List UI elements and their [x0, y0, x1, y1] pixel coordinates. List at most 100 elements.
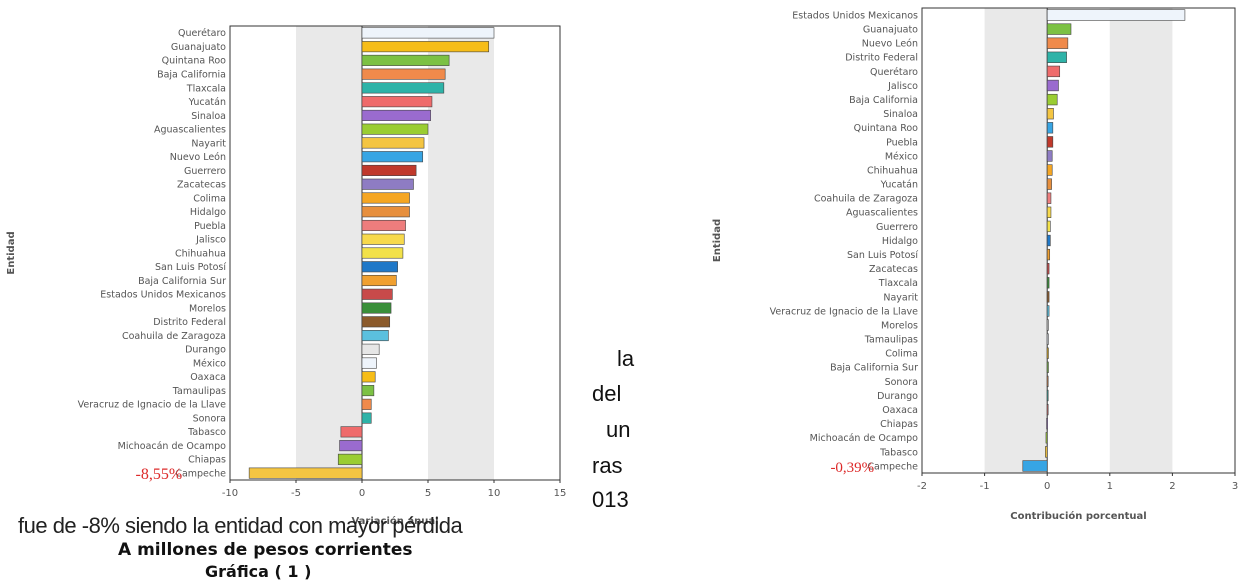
- bar: [1046, 220, 1051, 233]
- bar: [1046, 79, 1059, 92]
- overlay-text-line: del: [592, 381, 622, 406]
- category-label: Campeche: [867, 461, 918, 472]
- bar: [361, 247, 404, 259]
- category-label: México: [885, 151, 918, 162]
- x-axis-title: Contribución porcentual: [1010, 510, 1146, 522]
- bar: [1046, 403, 1049, 416]
- category-label: Estados Unidos Mexicanos: [100, 290, 226, 301]
- x-tick-label: 0: [1044, 481, 1050, 492]
- category-label: Chiapas: [880, 419, 918, 430]
- bar: [361, 206, 410, 218]
- x-tick-label: 1: [1107, 481, 1113, 492]
- category-label: Guanajuato: [863, 25, 918, 36]
- category-label: Baja California: [849, 95, 918, 106]
- left-chart: Querétaro Guanajuato Quintana Roo Baja Cali…: [6, 25, 566, 527]
- bar: [361, 109, 431, 121]
- category-label: Sinaloa: [883, 109, 918, 120]
- chart-units-note: A millones de pesos corrientes: [118, 540, 413, 560]
- x-tick-label: 10: [488, 488, 501, 499]
- category-label: Coahuila de Zaragoza: [122, 331, 226, 342]
- category-label: Jalisco: [195, 235, 226, 246]
- category-label: Zacatecas: [869, 264, 918, 275]
- bar: [1045, 446, 1048, 458]
- bar: [361, 41, 490, 53]
- category-label: Tamaulipas: [172, 386, 226, 397]
- category-label: Baja California Sur: [830, 363, 918, 374]
- category-label: Querétaro: [178, 28, 226, 39]
- category-label: Distrito Federal: [845, 53, 918, 64]
- category-label: Distrito Federal: [153, 317, 226, 328]
- bar: [361, 274, 397, 287]
- bar: [361, 371, 376, 383]
- category-label: Guerrero: [184, 166, 226, 177]
- x-tick-label: 2: [1169, 481, 1175, 492]
- plot-frame: [229, 25, 561, 481]
- bar: [1046, 347, 1049, 359]
- bar: [340, 426, 363, 438]
- bar: [361, 412, 372, 424]
- category-label: Quintana Roo: [854, 123, 919, 134]
- category-label: Tamaulipas: [864, 335, 918, 346]
- x-tick-label: -5: [291, 488, 301, 499]
- bar: [1046, 9, 1186, 21]
- bar: [361, 261, 398, 273]
- bar: [1046, 65, 1061, 78]
- category-label: San Luis Potosí: [847, 250, 918, 261]
- category-label: Durango: [185, 345, 226, 356]
- category-label: Puebla: [194, 221, 226, 232]
- bar: [1046, 122, 1054, 134]
- overlay-text-line: ras: [592, 453, 623, 478]
- bar: [361, 137, 425, 149]
- x-tick-label: -10: [222, 488, 238, 499]
- bar: [1046, 37, 1069, 49]
- x-tick-label: 0: [359, 488, 365, 499]
- y-axis-title: Entidad: [6, 231, 17, 274]
- chart-caption: Gráfica ( 1 ): [205, 562, 312, 581]
- bar: [1046, 319, 1049, 331]
- category-label: Baja California Sur: [138, 276, 226, 287]
- bar: [337, 453, 363, 465]
- category-label: México: [193, 358, 226, 369]
- category-label: Michoacán de Ocampo: [810, 433, 919, 444]
- category-label: Sinaloa: [191, 111, 226, 122]
- category-label: Hidalgo: [190, 207, 226, 218]
- bar: [1046, 93, 1058, 106]
- category-label: Yucatán: [188, 97, 226, 108]
- bar: [1046, 150, 1053, 162]
- left-chart-svg: Querétaro Guanajuato Quintana Roo Baja Cali…: [6, 25, 566, 527]
- bar: [1046, 291, 1050, 303]
- x-tick-label: 3: [1232, 481, 1238, 492]
- category-label: Aguascalientes: [154, 125, 226, 136]
- category-label: Estados Unidos Mexicanos: [792, 10, 918, 21]
- bar: [361, 398, 372, 410]
- category-label: Querétaro: [870, 67, 918, 78]
- category-label: Tlaxcala: [186, 83, 226, 94]
- bar: [1046, 375, 1049, 388]
- bar: [339, 440, 363, 452]
- category-label: Aguascalientes: [846, 208, 918, 219]
- category-label: Sonora: [885, 377, 918, 388]
- data-label: -0,39%: [830, 460, 874, 476]
- bar: [361, 330, 389, 342]
- bar: [361, 385, 375, 397]
- category-label: Coahuila de Zaragoza: [814, 194, 918, 205]
- bar: [361, 54, 450, 66]
- bar: [248, 467, 363, 479]
- bar: [1046, 389, 1049, 402]
- category-label: Veracruz de Ignacio de la Llave: [770, 306, 919, 317]
- bar: [1046, 178, 1052, 190]
- bar: [1046, 361, 1049, 373]
- right-chart-svg: Estados Unidos Mexicanos Guanajuato Nuevo …: [712, 7, 1238, 522]
- category-label: San Luis Potosí: [155, 262, 226, 273]
- bar: [1046, 136, 1054, 148]
- bar: [1046, 305, 1050, 317]
- x-tick-label: -1: [980, 481, 990, 492]
- category-label: Veracruz de Ignacio de la Llave: [78, 400, 227, 411]
- category-label: Guerrero: [876, 222, 918, 233]
- bar: [361, 357, 377, 369]
- data-label: -8,55%: [136, 466, 183, 483]
- shaded-band: [296, 26, 362, 480]
- category-label: Sonora: [193, 413, 226, 424]
- category-label: Durango: [877, 391, 918, 402]
- x-axis-title: Variación anual: [351, 515, 438, 527]
